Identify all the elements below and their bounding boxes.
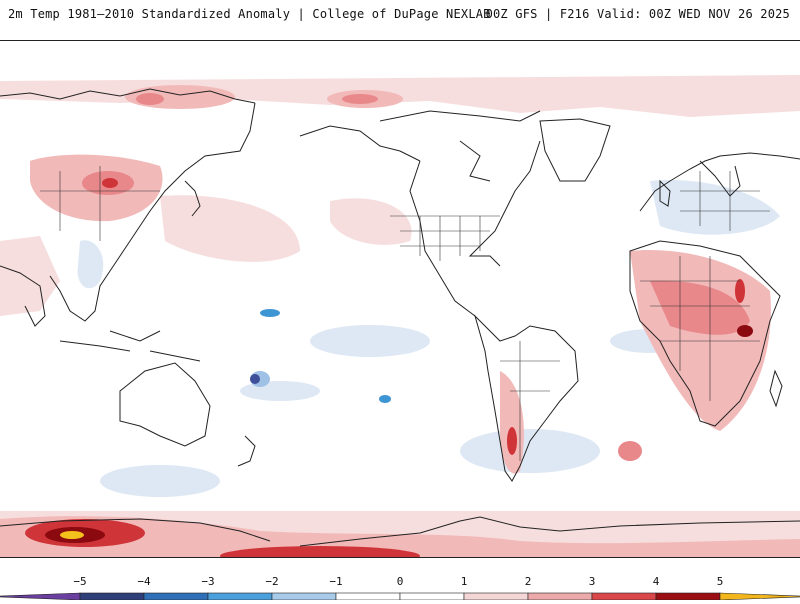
coastlines xyxy=(0,88,800,547)
anomaly-pac-core xyxy=(250,374,260,384)
colorbar-tick-label: 1 xyxy=(460,575,468,588)
anomaly-map[interactable] xyxy=(0,40,800,558)
colorbar-segment xyxy=(399,592,465,601)
anomaly-spac-cool xyxy=(100,465,220,497)
anomaly-pac-cool-4 xyxy=(379,395,391,403)
coast-namerica-north xyxy=(379,110,541,122)
anomaly-weddell-core xyxy=(220,546,420,557)
coast-nz xyxy=(237,435,256,467)
coast-japan xyxy=(184,180,201,217)
coast-indonesia xyxy=(59,330,201,362)
colorbar-tick-label: 0 xyxy=(396,575,404,588)
anomaly-africa-core xyxy=(650,280,750,335)
anomaly-satl-warm xyxy=(618,441,642,461)
anomaly-antarctic-warm-2 xyxy=(0,516,800,557)
model-run-label: 00Z GFS | F216 Valid: 00Z WED NOV 26 202… xyxy=(485,7,790,21)
border-africa xyxy=(640,256,760,401)
colorbar-segment xyxy=(655,592,721,601)
anomaly-andes-hot xyxy=(507,427,517,455)
colorbar-segment xyxy=(591,592,657,601)
colorbar-segment xyxy=(527,592,593,601)
colorbar-tick-label: 2 xyxy=(524,575,532,588)
anomaly-field xyxy=(0,75,800,557)
anomaly-samerica-warm xyxy=(500,371,524,474)
anomaly-africa-hot2 xyxy=(735,279,745,303)
anomaly-seasia-cool xyxy=(77,240,104,289)
coast-indochina xyxy=(49,270,111,322)
colorbar-segment xyxy=(463,592,529,601)
colorbar: −5 −4 −3 −2 −1 0 1 2 3 4 5 xyxy=(0,560,800,601)
colorbar-segment xyxy=(0,592,81,601)
anomaly-eafrica-hot xyxy=(737,325,753,337)
anomaly-europe-cool xyxy=(650,180,780,235)
coast-antarctica xyxy=(0,516,800,547)
anomaly-arctic-core-4 xyxy=(136,93,164,105)
colorbar-segment xyxy=(335,592,401,601)
border-asia xyxy=(40,166,160,241)
coast-asia-north xyxy=(0,88,256,104)
colorbar-segment xyxy=(271,592,337,601)
coast-east-asia xyxy=(109,102,256,272)
colorbar-segment xyxy=(207,592,273,601)
colorbar-tick-label: −2 xyxy=(265,575,279,588)
colorbar-tick-label: −3 xyxy=(201,575,215,588)
anomaly-pac-cool-2 xyxy=(240,381,320,401)
colorbar-tick-label: 4 xyxy=(652,575,660,588)
map-canvas xyxy=(0,75,800,557)
coast-namerica-west xyxy=(409,160,476,317)
colorbar-segment xyxy=(719,592,800,601)
coast-india xyxy=(0,265,46,327)
colorbar-tick-label: −1 xyxy=(329,575,343,588)
coast-samerica xyxy=(473,314,579,482)
colorbar-tick-label: 3 xyxy=(588,575,596,588)
colorbar-segment xyxy=(143,592,209,601)
anomaly-pac-cool-5 xyxy=(260,309,280,317)
coast-hudson xyxy=(459,140,491,182)
anomaly-pac-cool-1 xyxy=(310,325,430,357)
coast-namerica-east xyxy=(468,140,541,267)
anomaly-mongolia-hot xyxy=(102,178,118,188)
anomaly-ross-max xyxy=(60,531,84,539)
borders xyxy=(40,166,770,461)
colorbar-segment xyxy=(79,592,145,601)
anomaly-alaska-warm xyxy=(330,198,412,245)
colorbar-tick-label: −4 xyxy=(137,575,151,588)
colorbar-tick-label: −5 xyxy=(73,575,87,588)
anomaly-africa-warm xyxy=(630,250,771,431)
colorbar-tick-label: 5 xyxy=(716,575,724,588)
coast-greenland xyxy=(539,118,611,182)
border-usa xyxy=(390,215,500,261)
coast-uk xyxy=(659,179,671,207)
anomaly-npac-warm xyxy=(160,195,300,262)
anomaly-arctic-core-3 xyxy=(342,94,378,104)
coast-madagascar xyxy=(769,369,783,408)
coast-australia xyxy=(119,362,211,447)
border-europe xyxy=(680,171,770,231)
map-title: 2m Temp 1981–2010 Standardized Anomaly |… xyxy=(8,7,491,21)
coast-africa xyxy=(629,240,781,427)
coast-alaska xyxy=(299,125,421,162)
anomaly-sat-cool xyxy=(460,429,600,473)
colorbar-graphic xyxy=(0,592,800,601)
anomaly-india-warm xyxy=(0,236,60,316)
border-samerica xyxy=(500,341,560,461)
header: 2m Temp 1981–2010 Standardized Anomaly |… xyxy=(0,0,800,40)
